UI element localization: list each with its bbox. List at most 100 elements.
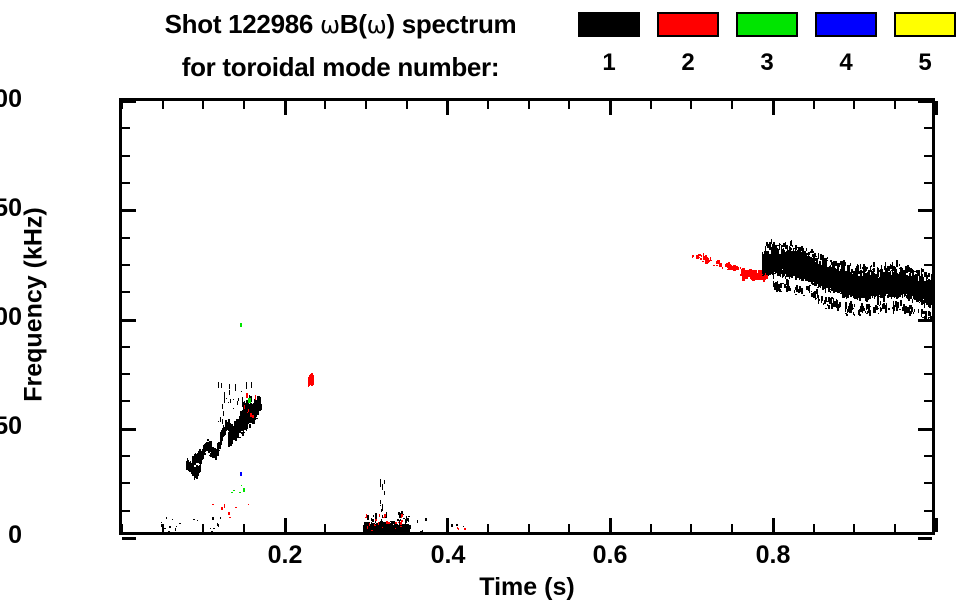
data-point-n1: [379, 503, 381, 505]
data-point-n1: [236, 425, 240, 430]
legend-label-4: 4: [839, 49, 853, 76]
data-point-n1: [216, 522, 218, 526]
data-point-n1: [210, 441, 213, 448]
data-point-n2: [754, 278, 758, 281]
y-tick-label-0: 0: [8, 521, 22, 549]
data-point-n1: [221, 433, 223, 437]
data-point-n2: [756, 278, 759, 281]
data-point-n1: [241, 419, 243, 428]
data-point-n1: [192, 459, 196, 465]
data-point-n2: [755, 269, 758, 274]
data-point-n1: [220, 433, 223, 440]
data-point-n1: [194, 456, 198, 462]
data-point-n1: [229, 399, 231, 404]
data-point-n1: [921, 300, 923, 303]
data-point-n1: [169, 526, 172, 529]
data-point-n3: [240, 323, 243, 328]
figure-title-line-2: for toroidal mode number:: [181, 52, 500, 82]
data-point-n2: [701, 260, 704, 262]
data-point-n1: [841, 295, 843, 298]
data-point-n1: [839, 293, 842, 295]
data-point-n1: [203, 453, 206, 455]
data-point-n1: [206, 445, 208, 449]
data-point-n1: [853, 291, 855, 297]
data-point-n1: [816, 287, 819, 289]
data-point-n1: [200, 456, 202, 461]
data-point-n1: [802, 279, 804, 281]
data-point-n1: [779, 271, 781, 277]
data-point-n1: [370, 523, 372, 525]
data-point-n1: [232, 398, 234, 400]
data-point-n2: [745, 270, 749, 277]
data-point-n1: [219, 445, 221, 448]
data-point-n1: [908, 291, 911, 297]
legend-item-4: 4: [815, 12, 877, 77]
data-point-n1: [254, 400, 256, 408]
data-point-n1: [390, 528, 393, 532]
data-point-n2: [369, 522, 371, 526]
data-point-n1: [225, 398, 227, 399]
data-point-n1: [245, 420, 248, 425]
data-point-n2: [715, 265, 718, 267]
data-point-n1: [232, 428, 234, 436]
data-point-n1: [251, 396, 253, 403]
data-point-n2: [401, 515, 403, 518]
data-point-n1: [196, 458, 200, 462]
data-point-n2: [309, 374, 311, 379]
data-point-n2: [381, 526, 383, 528]
data-point-n1: [227, 438, 229, 444]
data-point-n1: [382, 529, 385, 532]
data-point-n1: [220, 516, 222, 519]
data-point-n1: [237, 400, 238, 405]
data-point-n1: [399, 519, 401, 522]
data-point-n1: [389, 522, 392, 528]
data-point-n1: [800, 273, 803, 278]
data-point-n1: [910, 287, 913, 290]
data-point-n2: [400, 513, 403, 517]
data-point-n1: [222, 404, 224, 410]
data-point-n2: [401, 519, 403, 523]
data-point-n1: [237, 419, 241, 423]
data-point-n1: [201, 455, 203, 456]
data-point-n1: [391, 521, 394, 525]
data-point-n2: [248, 504, 250, 506]
data-point-n1: [211, 530, 214, 532]
data-point-n1: [200, 455, 204, 459]
data-point-n1: [249, 414, 251, 421]
data-point-n1: [914, 294, 916, 295]
data-point-n2: [373, 525, 376, 527]
data-point-n1: [385, 531, 387, 532]
data-point-n1: [220, 432, 222, 434]
data-point-n1: [256, 400, 260, 405]
legend: 1 2 3 4 5: [578, 12, 958, 88]
data-point-n1: [241, 432, 244, 436]
data-point-n3: [231, 491, 234, 493]
legend-swatch-1: [578, 12, 640, 37]
data-point-n1: [398, 520, 400, 523]
data-point-n1: [187, 460, 190, 464]
data-point-n1: [197, 467, 199, 470]
data-point-n2: [366, 514, 368, 517]
data-point-n2: [308, 375, 310, 379]
data-point-n1: [239, 421, 241, 430]
legend-swatch-3: [736, 12, 798, 37]
data-point-n1: [199, 468, 202, 470]
data-point-n2: [704, 259, 708, 264]
data-point-n2: [399, 521, 402, 525]
data-point-n1: [856, 297, 858, 298]
data-point-n2: [366, 525, 369, 529]
data-point-n1: [238, 427, 240, 432]
data-point-n1: [258, 411, 260, 412]
data-point-n1: [845, 291, 848, 296]
data-point-n1: [387, 527, 389, 530]
data-point-n1: [833, 283, 835, 288]
data-point-n1: [246, 427, 248, 431]
data-point-n1: [209, 443, 211, 447]
data-point-n2: [755, 273, 759, 278]
data-point-n2: [692, 254, 694, 258]
data-point-n1: [252, 403, 254, 411]
data-point-n2: [725, 263, 729, 266]
data-point-n1: [829, 291, 831, 294]
data-point-n1: [244, 413, 247, 417]
data-point-n1: [840, 288, 842, 291]
